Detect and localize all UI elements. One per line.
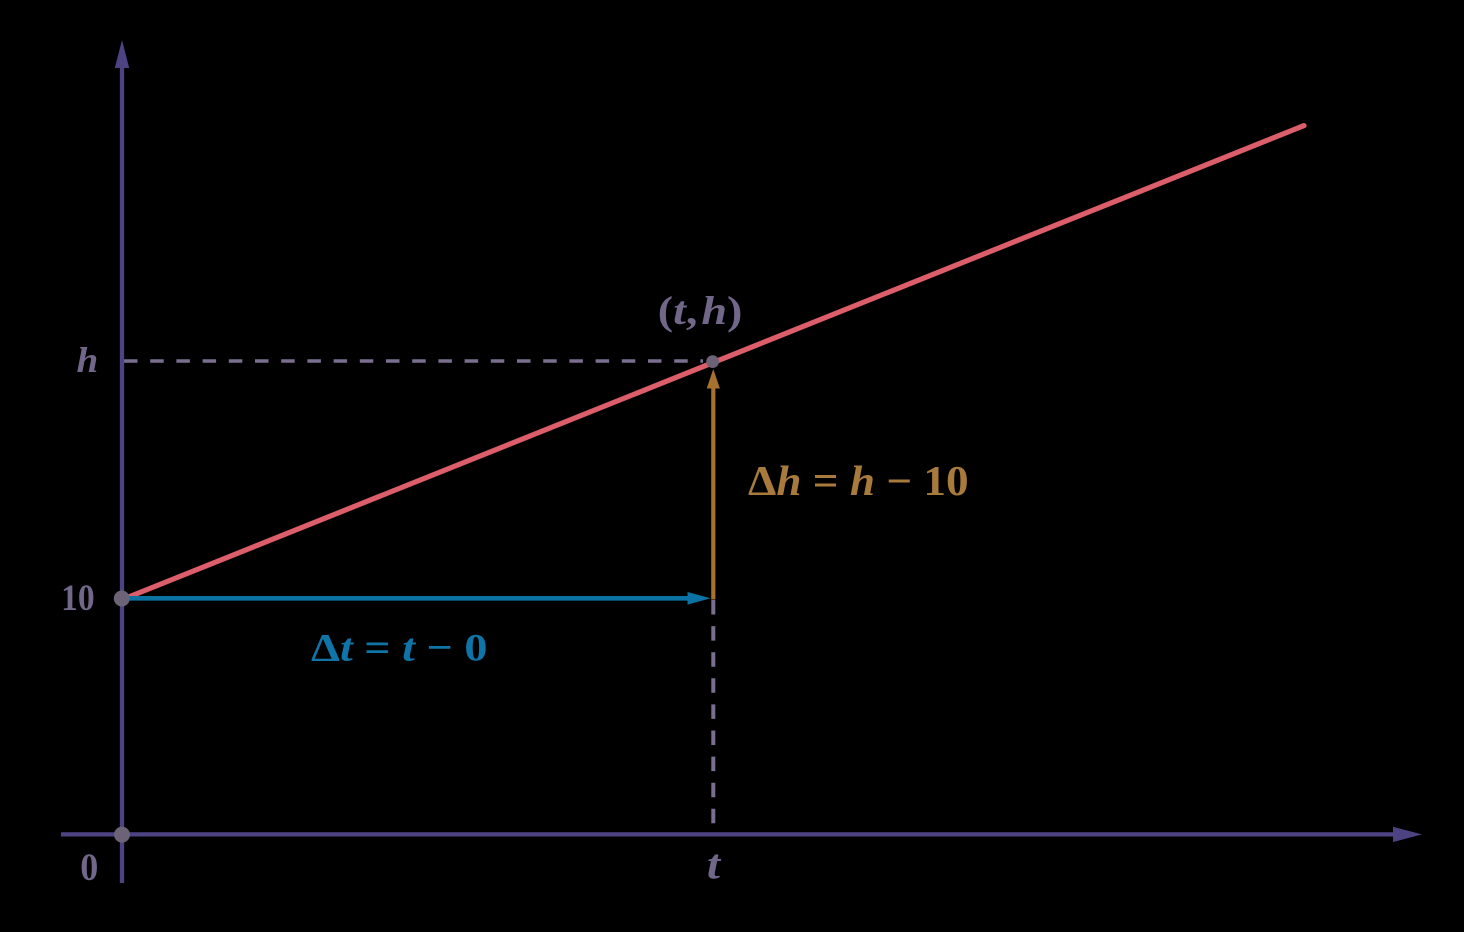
svg-text:h: h <box>77 342 99 381</box>
svg-text:Δt = t − 0: Δt = t − 0 <box>311 627 487 670</box>
svg-text:10: 10 <box>61 577 95 618</box>
svg-text:t: t <box>707 841 722 888</box>
svg-text:Δh = h − 10: Δh = h − 10 <box>748 458 969 505</box>
svg-text:(t, h): (t, h) <box>658 290 743 333</box>
svg-text:0: 0 <box>80 846 98 890</box>
